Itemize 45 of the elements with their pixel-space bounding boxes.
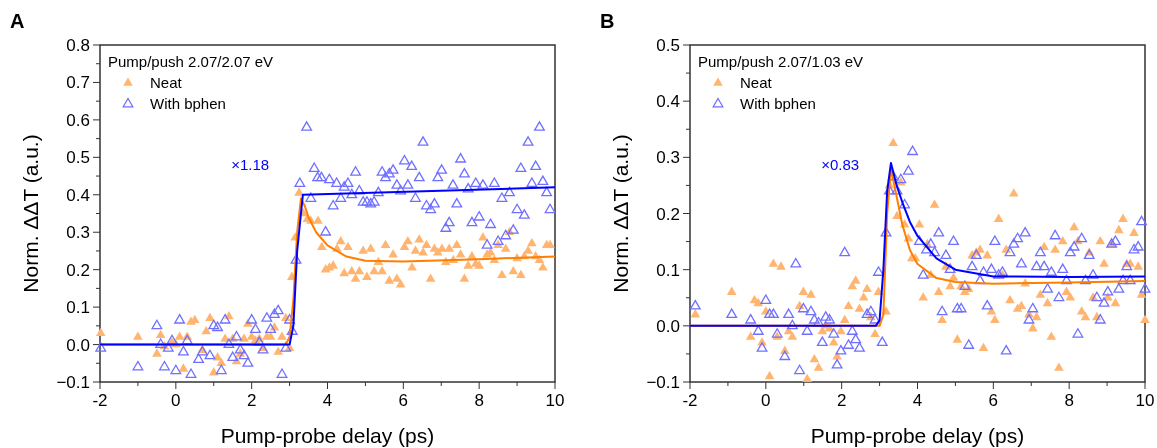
x-tick-label: -2: [92, 391, 108, 410]
legend-title: Pump/push 2.07/2.07 eV: [108, 53, 274, 70]
x-axis-title: Pump-probe delay (ps): [220, 424, 435, 447]
legend-label: With bphen: [740, 95, 816, 112]
x-tick-label: 6: [988, 391, 999, 410]
y-tick-label: 0.1: [66, 298, 90, 318]
y-tick-label: 0.4: [656, 92, 680, 112]
y-tick-label: 0.7: [66, 73, 90, 93]
y-tick-label: 0.4: [66, 185, 90, 205]
y-tick-label: 0.3: [656, 148, 680, 168]
y-tick-label: 0.0: [656, 316, 680, 336]
legend-label: With bphen: [150, 95, 226, 112]
y-tick-label: 0.3: [66, 223, 90, 243]
y-axis-title: Norm. ΔΔT (a.u.): [609, 134, 632, 293]
y-axis-title: Norm. ΔΔT (a.u.): [19, 134, 42, 293]
x-tick-label: -2: [682, 391, 698, 410]
y-tick-label: 0.6: [66, 110, 90, 130]
chart-title: B: [600, 10, 615, 32]
x-tick-label: 4: [912, 391, 923, 410]
chart-title: A: [10, 10, 25, 32]
x-tick-label: 0: [761, 391, 771, 410]
x-tick-label: 2: [246, 391, 257, 410]
x-tick-label: 0: [171, 391, 181, 410]
legend-label: Neat: [740, 74, 773, 91]
x-tick-label: 4: [322, 391, 333, 410]
y-tick-label: 0.5: [66, 148, 90, 168]
legend-title: Pump/push 2.07/1.03 eV: [698, 53, 864, 70]
y-tick-label: 0.0: [66, 335, 90, 355]
x-tick-label: 6: [398, 391, 409, 410]
annotation: ×1.18: [231, 155, 270, 173]
legend-label: Neat: [150, 74, 183, 91]
x-tick-label: 10: [545, 391, 565, 410]
y-tick-label: −0.1: [646, 373, 680, 392]
y-tick-label: 0.2: [66, 260, 90, 280]
y-tick-label: −0.1: [56, 373, 90, 392]
annotation: ×0.83: [821, 155, 860, 173]
x-tick-label: 8: [1064, 391, 1074, 410]
y-tick-label: 0.2: [656, 204, 680, 224]
y-tick-label: 0.1: [656, 260, 680, 280]
x-tick-label: 10: [1135, 391, 1155, 410]
x-tick-label: 8: [474, 391, 484, 410]
x-axis-title: Pump-probe delay (ps): [810, 424, 1025, 447]
x-tick-label: 2: [836, 391, 847, 410]
y-tick-label: 0.8: [66, 36, 90, 55]
y-tick-label: 0.5: [656, 36, 680, 55]
